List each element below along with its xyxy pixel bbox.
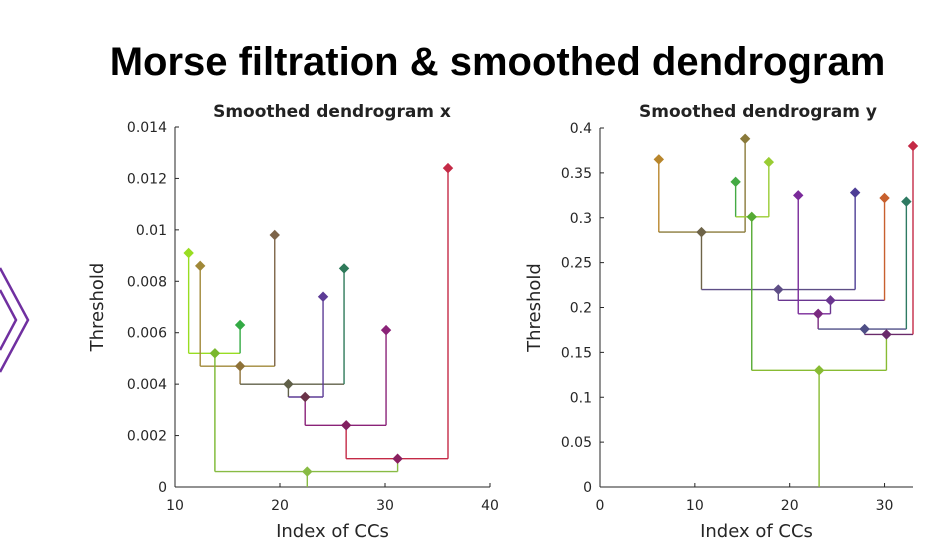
chart-title: Smoothed dendrogram x (213, 102, 451, 122)
merge-point (653, 154, 665, 165)
x-tick-label: 40 (481, 498, 499, 514)
dendrogram-y: Smoothed dendrogram y 0 0.05 0.1 0.15 0.2 0.25… (524, 102, 919, 542)
dendrogram-x: Smoothed dendrogram x 0 0.002 0.004 0.006 0.0… (87, 102, 499, 542)
arrow-right-icon (0, 267, 30, 373)
merge-point (739, 133, 751, 144)
merge-point (879, 192, 890, 204)
merge-point (269, 229, 280, 241)
merge-point (746, 211, 757, 223)
y-tick-label: 0.002 (127, 429, 167, 445)
merge-point (183, 247, 194, 259)
y-tick-label: 0.3 (570, 211, 592, 227)
merge-point (442, 162, 454, 174)
merge-point (234, 360, 246, 372)
merge-point (317, 291, 329, 302)
x-tick-label: 20 (781, 498, 799, 514)
y-tick-label: 0 (158, 480, 167, 496)
merge-point (825, 295, 836, 306)
merge-point (209, 348, 221, 359)
merge-point (907, 140, 919, 152)
y-tick-label: 0.4 (570, 121, 592, 137)
merge-point (812, 308, 824, 319)
x-tick-label: 10 (686, 498, 704, 514)
chart-title: Smoothed dendrogram y (639, 102, 877, 122)
merge-point (194, 260, 206, 272)
y-axis-label: Threshold (87, 263, 108, 353)
y-tick-label: 0.01 (136, 223, 167, 239)
merge-point (793, 190, 804, 201)
arrow-right-inner-stroke (0, 289, 18, 351)
merge-point (392, 453, 403, 464)
x-tick-label: 30 (376, 498, 394, 514)
merge-point (299, 391, 311, 403)
merge-point (849, 187, 861, 198)
y-tick-label: 0.25 (561, 256, 592, 272)
merge-point (302, 466, 313, 477)
y-tick-label: 0.05 (561, 435, 592, 451)
x-tick-label: 0 (596, 498, 605, 514)
y-tick-label: 0.35 (561, 166, 592, 182)
slide-title: Morse filtration & smoothed dendrogram (109, 40, 886, 84)
merge-point (730, 176, 741, 188)
x-tick-label: 10 (166, 498, 184, 514)
merge-point (881, 329, 892, 340)
y-tick-label: 0 (583, 480, 592, 496)
y-tick-label: 0.2 (570, 301, 592, 317)
y-tick-label: 0.1 (570, 390, 592, 406)
y-tick-label: 0.008 (127, 274, 167, 290)
merge-point (813, 365, 825, 376)
y-tick-label: 0.15 (561, 345, 592, 361)
merge-point (763, 156, 775, 168)
x-tick-label: 30 (876, 498, 894, 514)
y-tick-label: 0.012 (127, 171, 167, 187)
merge-point (283, 378, 294, 390)
x-axis-label: Index of CCs (700, 521, 813, 542)
merge-point (340, 420, 352, 431)
merge-point (773, 284, 784, 295)
merge-point (859, 323, 870, 335)
y-tick-label: 0.014 (127, 120, 167, 136)
merge-point (234, 319, 246, 331)
merge-point (901, 196, 912, 207)
merge-point (696, 226, 707, 238)
merge-point (338, 263, 350, 274)
x-axis-label: Index of CCs (276, 521, 389, 542)
x-tick-label: 20 (271, 498, 289, 514)
y-tick-label: 0.004 (127, 377, 167, 393)
y-tick-label: 0.006 (127, 326, 167, 342)
merge-point (380, 324, 392, 336)
y-axis-label: Threshold (524, 263, 545, 353)
